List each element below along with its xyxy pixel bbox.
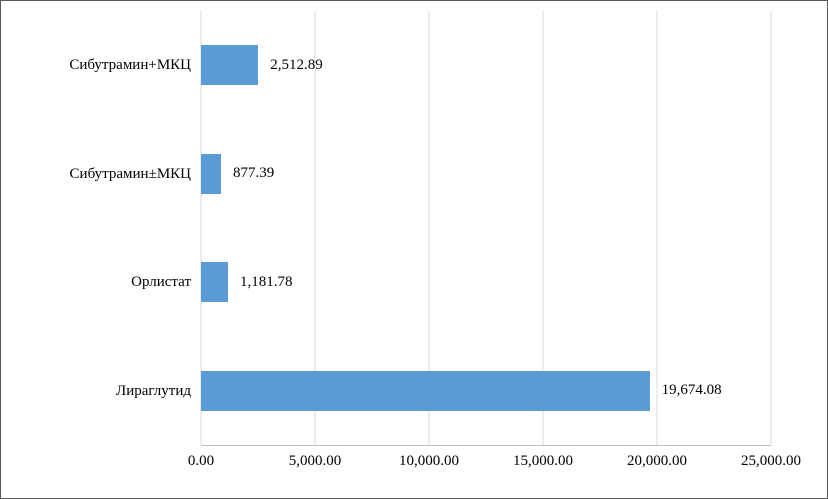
x-axis-tick-label: 25,000.00 <box>741 453 801 469</box>
x-axis-tick-label: 15,000.00 <box>513 453 573 469</box>
bar-rows: 2,512.89 877.39 1,181.78 19,674.08 <box>201 11 771 445</box>
value-label: 1,181.78 <box>239 273 293 290</box>
bar-row: 2,512.89 <box>201 11 771 120</box>
bar <box>201 45 259 86</box>
bar-row: 19,674.08 <box>201 337 771 446</box>
plot-area: 2,512.89 877.39 1,181.78 19,674.08 <box>200 11 772 446</box>
gridline <box>200 11 202 445</box>
x-axis-tick-label: 20,000.00 <box>627 453 687 469</box>
bar <box>201 370 650 411</box>
gridline <box>656 11 658 445</box>
category-label: Сибутрамин±МКЦ <box>69 165 191 182</box>
gridline <box>314 11 316 445</box>
category-label: Лираглутид <box>116 383 191 400</box>
bar <box>201 262 228 303</box>
value-label: 877.39 <box>233 165 275 182</box>
category-label: Орлистат <box>131 274 191 291</box>
x-axis: 0.00 5,000.00 10,000.00 15,000.00 20,000.00 2… <box>188 453 801 477</box>
x-axis-tick-label: 10,000.00 <box>399 453 459 469</box>
x-axis-tick-label: 0.00 <box>187 453 215 469</box>
bar <box>201 153 221 194</box>
gridlines <box>200 11 772 445</box>
bar-row: 877.39 <box>201 120 771 229</box>
category-labels: Сибутрамин+МКЦ Сибутрамин±МКЦ Орлистат Лира… <box>1 11 201 446</box>
value-label: 2,512.89 <box>270 56 323 73</box>
value-label: 19,674.08 <box>661 382 722 399</box>
x-axis-tick-label: 5,000.00 <box>288 453 342 469</box>
gridline <box>428 11 430 445</box>
gridline <box>770 11 772 445</box>
bar-row: 1,181.78 <box>201 228 771 337</box>
gridline <box>542 11 544 445</box>
category-label: Сибутрамин+МКЦ <box>69 56 191 73</box>
